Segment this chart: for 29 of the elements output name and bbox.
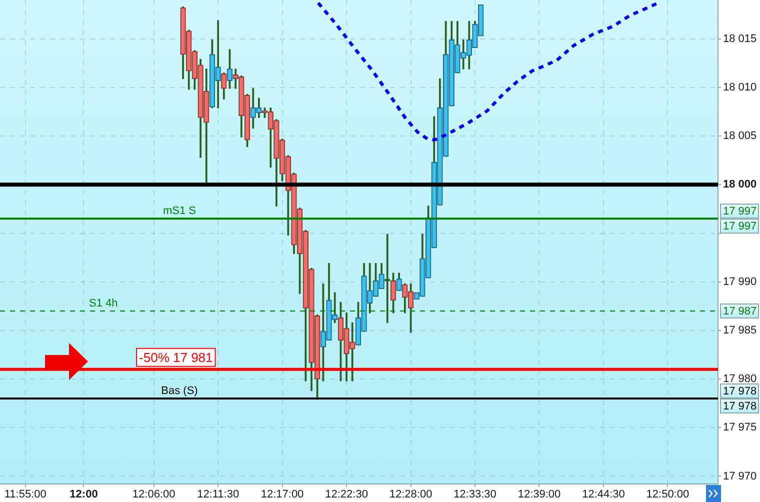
y-tick-label: 17 985 [723,324,757,336]
text: 17 978 [723,386,757,398]
ref-line-label: Bas (S) [161,385,198,398]
x-tick-label: 12:00 [70,488,98,501]
x-tick-label: 12:44:30 [582,488,625,501]
x-tick-label: 12:39:00 [518,488,561,501]
text: 17 997 [723,206,757,218]
y-tick-label: 17 980 [723,373,757,386]
x-tick-label: 12:17:00 [260,488,304,501]
y-tick-label: 17 990 [723,276,757,288]
text: 17 987 [723,306,757,318]
ref-line-label: S1 4h [89,298,118,310]
y-tick-label: 18 010 [723,82,757,94]
x-tick-label: 12:11:30 [197,488,240,501]
y-tick-label: 18 015 [723,32,757,45]
y-tick-label: 17 970 [723,470,757,482]
x-tick-label: 11:55:00 [4,488,46,501]
x-tick-label: 12:22:30 [325,488,368,501]
x-tick-label: 12:06:00 [132,488,176,501]
x-tick-label: 12:28:00 [389,488,432,501]
y-tick-label: 18 000 [723,178,757,191]
y-tick-label: 17 975 [723,422,757,434]
x-tick-label: 12:33:30 [454,488,496,501]
x-tick-label: 12:50:00 [646,488,690,501]
ref-line-label: mS1 S [162,205,196,218]
y-tick-label: 18 005 [723,130,757,142]
ref-line-label: -50% 17 981 [139,350,213,365]
text: 17 978 [723,400,757,413]
text: 17 997 [723,220,757,233]
